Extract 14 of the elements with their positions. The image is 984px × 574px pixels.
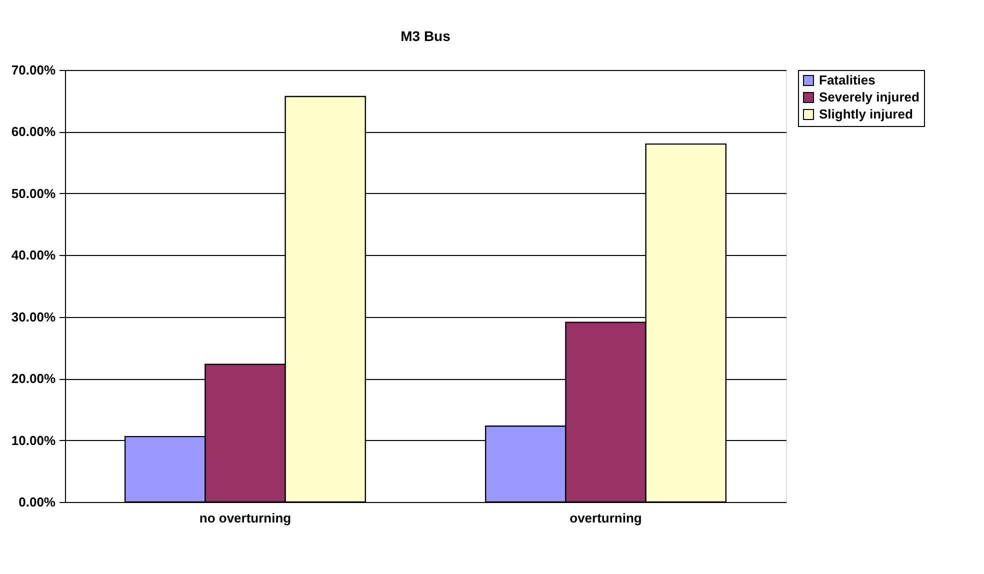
y-tick-label: 50.00% [11,186,56,201]
y-tick-label: 40.00% [11,248,56,263]
x-tick-label: overturning [570,510,642,526]
y-tick-label: 30.00% [11,309,56,324]
legend-label: Slightly injured [819,106,913,122]
y-tick-label: 0.00% [18,494,56,510]
chart-title: M3 Bus [400,28,451,44]
legend-label: Severely injured [819,90,920,104]
y-tick-label: 20.00% [11,371,56,386]
y-tick-label: 10.00% [11,432,56,448]
x-tick-label: no overturning [199,510,292,526]
y-tick-label: 70.00% [11,62,56,78]
legend-label: Fatalities [819,72,876,88]
y-tick-label: 60.00% [11,124,56,140]
